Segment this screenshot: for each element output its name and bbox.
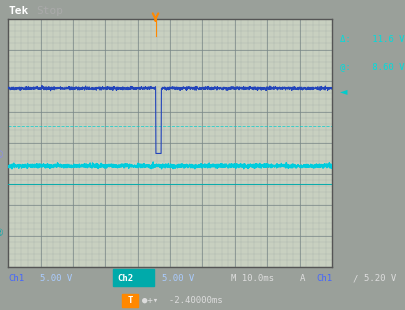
Text: ②: ②	[0, 228, 3, 237]
Text: ①: ①	[0, 150, 3, 160]
Text: 5.00 V: 5.00 V	[40, 274, 73, 283]
Text: Ch2: Ch2	[117, 274, 134, 283]
Text: 5.20 V: 5.20 V	[364, 274, 397, 283]
Text: A: A	[300, 274, 305, 283]
Text: Δ:    11.6 V: Δ: 11.6 V	[339, 34, 404, 44]
Bar	[122, 294, 138, 307]
Text: T: T	[128, 296, 133, 305]
Text: @:    8.60 V: @: 8.60 V	[339, 62, 404, 71]
Text: Stop: Stop	[36, 6, 64, 16]
Text: ◄: ◄	[339, 86, 347, 95]
Text: /: /	[352, 274, 358, 283]
Text: M 10.0ms: M 10.0ms	[231, 274, 274, 283]
Text: ●+▾  -2.40000ms: ●+▾ -2.40000ms	[142, 296, 222, 305]
Text: 5.00 V: 5.00 V	[162, 274, 194, 283]
Text: Ch1: Ch1	[316, 274, 332, 283]
Text: Ch1: Ch1	[8, 274, 24, 283]
Bar	[113, 269, 154, 286]
Text: Tek: Tek	[8, 6, 28, 16]
